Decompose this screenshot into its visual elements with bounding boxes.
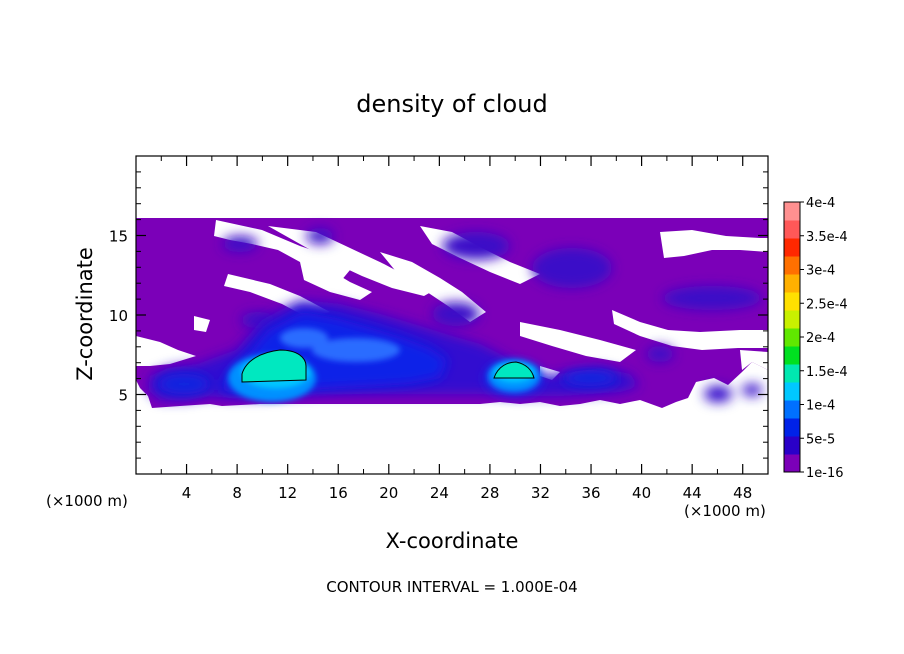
colorbar-swatch [784,292,800,311]
chart-title: density of cloud [356,90,547,118]
colorbar-label: 5e-5 [806,432,835,447]
colorbar-swatch [784,346,800,365]
colorbar-swatch [784,238,800,257]
x-tick-label: 36 [581,484,600,502]
y-axis-label: Z-coordinate [73,247,97,381]
heatmap-field [136,218,768,408]
colorbar-label: 3e-4 [806,264,835,279]
colorbar-swatch [784,256,800,275]
mid-light-blue-2 [280,328,328,348]
x-tick-label: 44 [683,484,702,502]
x-axis: 4 8 12 16 20 24 28 32 36 40 44 48 [160,156,752,502]
band-small-5 [742,384,762,396]
gap-10 [136,336,196,366]
gap-8 [612,310,768,350]
band-upper-mid [442,232,510,260]
y-tick-label: 5 [118,387,128,405]
colorbar: 1e-16 5e-5 1e-4 1.5e-4 2e-4 2.5e-4 3e-4 3.5e-4 4… [783,196,848,481]
core-left-inner [241,349,307,383]
gap-12 [740,350,768,370]
band-mid-left [432,302,480,326]
band-upper-right [532,248,612,288]
colorbar-label: 2e-4 [806,331,835,346]
colorbar-swatch [784,418,800,437]
left-edge-blob [158,374,210,394]
band-mid-right [662,286,762,310]
band-small-1 [222,236,258,252]
x-tick-label: 48 [733,484,752,502]
gap-3 [300,262,372,300]
y-axis: 5 10 15 [109,171,768,459]
band-small-2 [306,228,334,244]
colorbar-swatch [784,454,800,473]
colorbar-swatch [784,202,800,221]
x-unit-right: (×1000 m) [684,502,766,520]
colorbar-label: 4e-4 [806,196,835,211]
contour-interval-label: CONTOUR INTERVAL = 1.000E-04 [326,578,577,596]
colorbar-label: 1e-16 [806,466,844,481]
colorbar-label: 3.5e-4 [806,230,848,245]
y-tick-label: 15 [109,228,128,246]
colorbar-swatch [784,364,800,383]
gap-9 [520,322,636,362]
colorbar-swatch [784,328,800,347]
gap-7 [660,230,768,258]
x-tick-label: 32 [531,484,550,502]
x-tick-label: 4 [182,484,192,502]
x-tick-label: 28 [480,484,499,502]
core-right-inner [493,361,535,379]
colorbar-label: 2.5e-4 [806,297,848,312]
mid-light-blue-1 [312,338,400,362]
colorbar-swatch [784,274,800,293]
colorbar-swatch [784,310,800,329]
band-small-4 [704,386,732,402]
x-tick-label: 12 [278,484,297,502]
colorbar-label: 1.5e-4 [806,365,848,380]
y-tick-label: 10 [109,307,128,325]
gap-11 [194,316,210,332]
x-tick-label: 40 [632,484,651,502]
x-unit-left: (×1000 m) [46,492,128,510]
colorbar-swatch [784,382,800,401]
x-tick-label: 16 [329,484,348,502]
x-tick-label: 20 [379,484,398,502]
colorbar-swatch [784,220,800,239]
x-tick-label: 24 [430,484,449,502]
mid-right-blob [562,370,618,386]
colorbar-swatch [784,400,800,419]
gap-2 [268,226,438,296]
colorbar-swatch [784,436,800,455]
band-small-6 [646,346,674,362]
colorbar-label: 1e-4 [806,399,835,414]
x-axis-label: X-coordinate [386,529,519,553]
x-tick-label: 8 [232,484,242,502]
